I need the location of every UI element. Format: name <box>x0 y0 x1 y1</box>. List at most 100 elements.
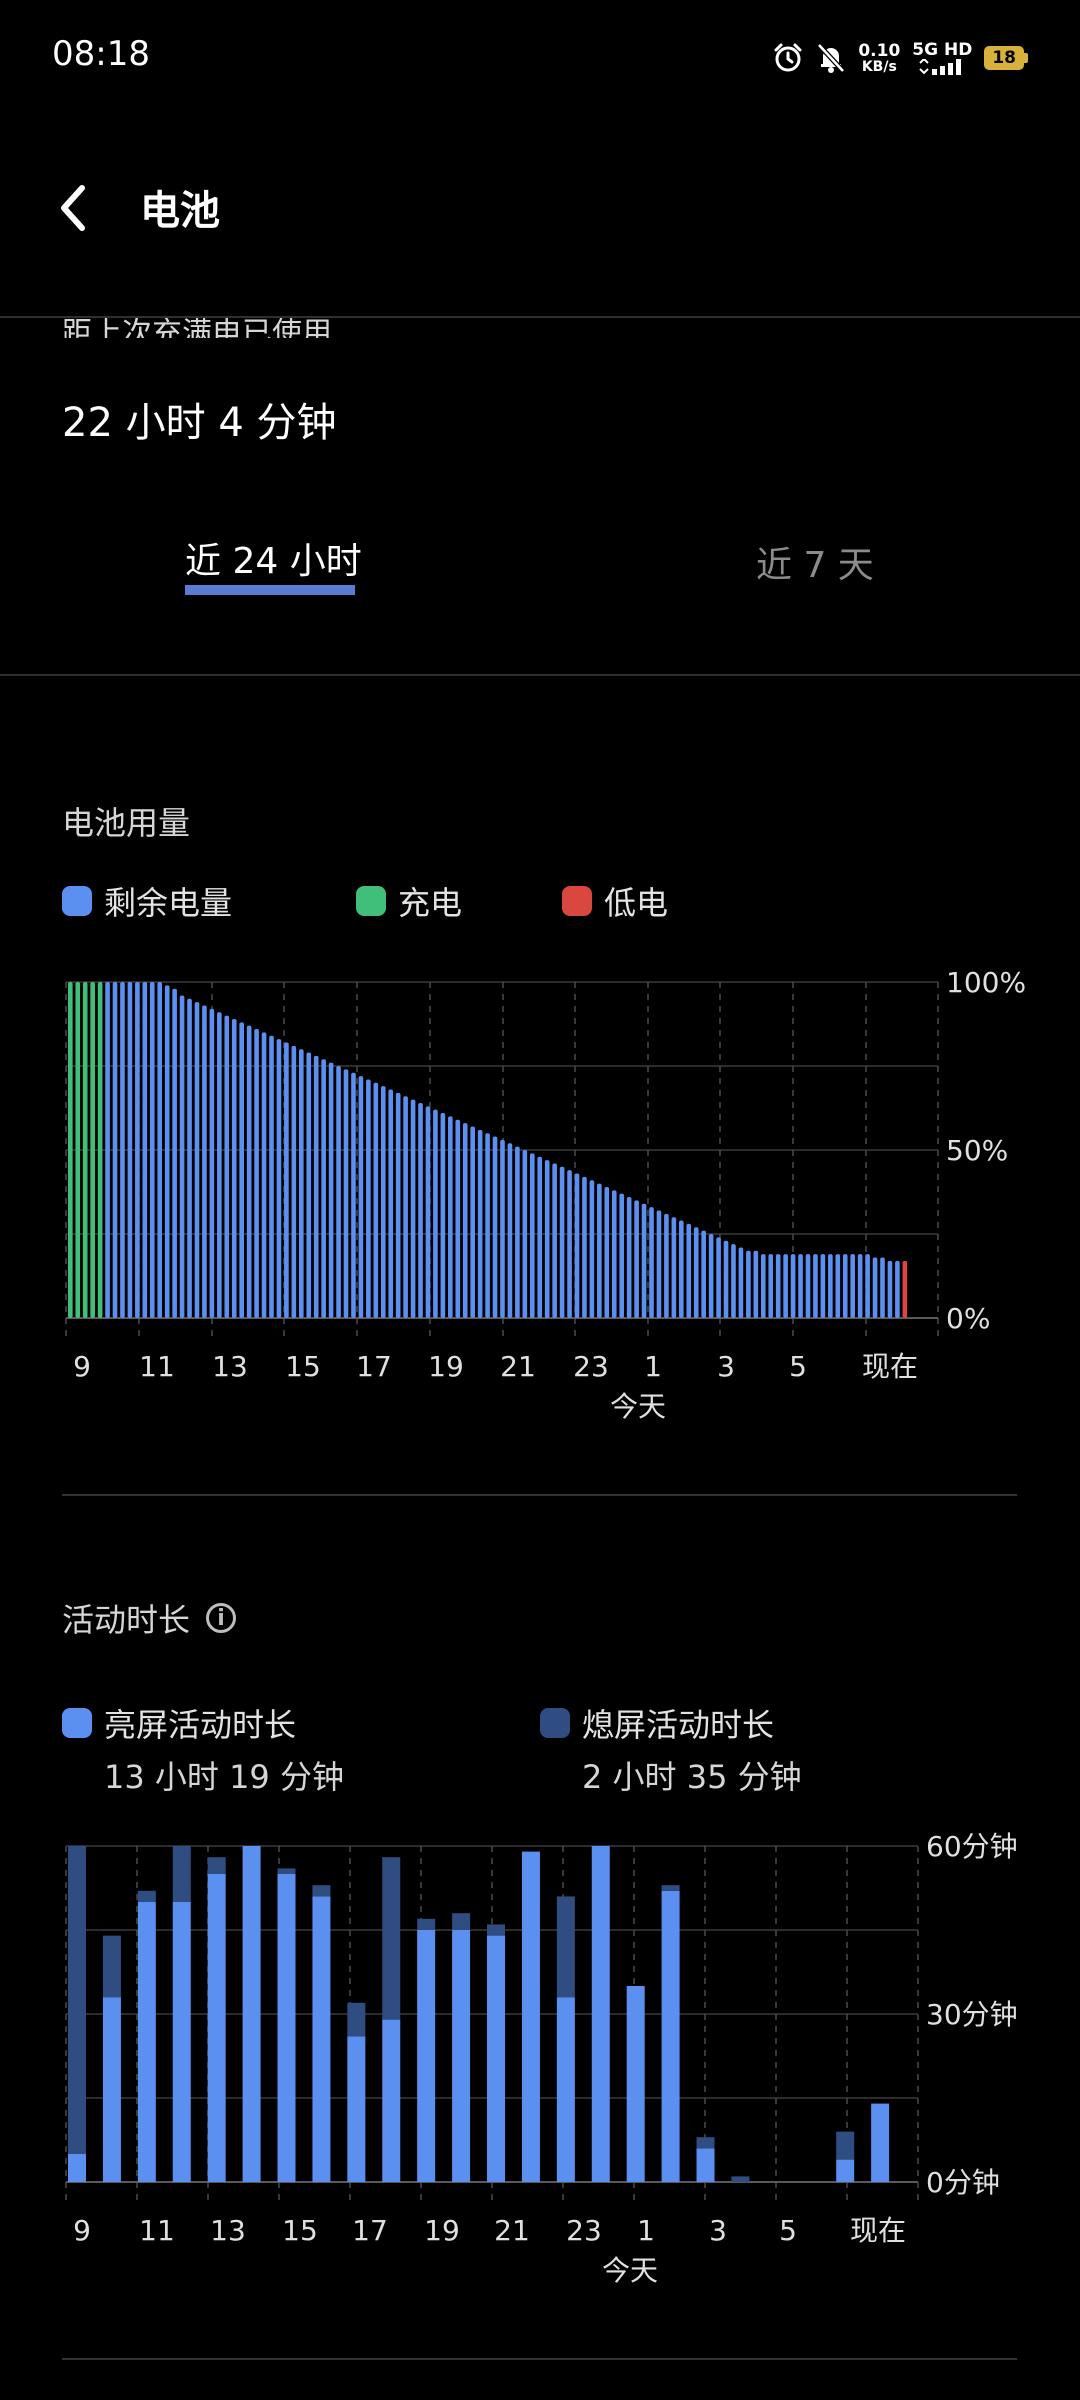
screen-off-duration: 2 小时 35 分钟 <box>582 1758 802 1796</box>
battery-bar-remaining <box>693 1227 699 1318</box>
x-tick-label: 9 <box>73 2214 91 2247</box>
legend-swatch-remaining <box>62 886 92 916</box>
battery-bar-remaining <box>291 1045 297 1318</box>
activity-bar-screen-off <box>68 1846 86 2154</box>
tab-7-days[interactable]: 近 7 天 <box>756 545 874 586</box>
battery-bar-remaining <box>239 1022 245 1318</box>
legend-swatch-screen-off <box>540 1708 570 1738</box>
activity-bar-screen-on <box>242 1846 261 2182</box>
tab-24-hours[interactable]: 近 24 小时 <box>185 541 362 582</box>
battery-bar-remaining <box>149 982 155 1318</box>
battery-bar-remaining <box>552 1163 557 1318</box>
battery-bar-remaining <box>172 988 177 1318</box>
activity-bar-screen-on <box>626 1986 645 2182</box>
x-tick-label: 5 <box>789 1350 807 1383</box>
battery-bar-remaining <box>656 1210 662 1318</box>
x-tick-label: 23 <box>566 2214 602 2247</box>
battery-bar-remaining <box>246 1025 252 1318</box>
legend-charging: 充电 <box>356 878 462 924</box>
battery-bar-remaining <box>395 1092 401 1318</box>
battery-bar-remaining <box>231 1018 237 1318</box>
battery-bar-remaining <box>865 1254 870 1318</box>
battery-bar-remaining <box>298 1049 304 1318</box>
legend-screen-off: 熄屏活动时长 2 小时 35 分钟 <box>540 1700 802 1798</box>
activity-bar-screen-off <box>417 1918 436 1930</box>
battery-bar-remaining <box>403 1096 408 1318</box>
activity-bar-screen-on <box>417 1930 436 2182</box>
battery-bar-remaining <box>641 1203 647 1318</box>
battery-bar-remaining <box>708 1234 714 1318</box>
battery-bar-remaining <box>157 982 163 1318</box>
battery-bar-remaining <box>194 1002 200 1318</box>
legend-label-low: 低电 <box>604 884 669 922</box>
battery-bar-remaining <box>306 1052 312 1318</box>
battery-bar-charging <box>75 982 81 1318</box>
y-tick-label: 50% <box>946 1134 1008 1167</box>
battery-bar-remaining <box>276 1039 282 1318</box>
activity-bar-screen-off <box>382 1857 401 2020</box>
battery-bar-remaining <box>120 982 125 1318</box>
x-tick-label: 3 <box>717 1350 735 1383</box>
x-tick-label: 现在 <box>850 2214 906 2247</box>
x-tick-label: 19 <box>424 2214 460 2247</box>
x-tick-label: 9 <box>73 1350 91 1383</box>
activity-duration-title-row: 活动时长 i <box>62 1595 237 1641</box>
battery-bar-remaining <box>343 1069 349 1318</box>
back-button[interactable] <box>52 176 102 240</box>
battery-bar-charging <box>68 982 73 1318</box>
x-tick-label: 5 <box>779 2214 797 2247</box>
battery-bar-remaining <box>798 1254 803 1318</box>
battery-bar-remaining <box>746 1250 751 1318</box>
activity-bar-screen-off <box>137 1890 156 1902</box>
battery-bar-remaining <box>321 1059 326 1318</box>
battery-bar-remaining <box>112 982 118 1318</box>
activity-bar-screen-off <box>487 1924 506 1936</box>
battery-bar-remaining <box>425 1106 431 1318</box>
activity-bar-screen-on <box>521 1851 540 2182</box>
battery-bar-remaining <box>522 1150 528 1318</box>
x-tick-label: 3 <box>709 2214 727 2247</box>
legend-swatch-screen-on <box>62 1708 92 1738</box>
battery-bar-charging <box>97 982 103 1318</box>
activity-bar-screen-off <box>102 1935 121 1998</box>
battery-level: 18 <box>984 46 1024 70</box>
chevron-left-icon <box>61 185 85 231</box>
battery-bar-remaining <box>626 1197 632 1318</box>
battery-bar-remaining <box>887 1260 893 1318</box>
battery-bar-remaining <box>857 1254 863 1318</box>
battery-bar-remaining <box>217 1012 222 1318</box>
battery-bar-remaining <box>127 982 133 1318</box>
y-tick-label: 0分钟 <box>926 2166 1000 2199</box>
cellular-signal: 5G HD <box>912 41 972 75</box>
activity-bar-screen-off <box>452 1913 471 1930</box>
info-icon[interactable]: i <box>206 1603 237 1633</box>
battery-bar-remaining <box>269 1035 274 1318</box>
battery-bar-remaining <box>790 1254 796 1318</box>
battery-bar-remaining <box>604 1186 610 1318</box>
x-tick-label: 23 <box>573 1350 609 1383</box>
legend-label-screen-on: 亮屏活动时长 <box>104 1706 297 1744</box>
x-axis-sublabel: 今天 <box>602 2254 658 2287</box>
battery-bar-remaining <box>559 1166 565 1318</box>
x-tick-label: 17 <box>352 2214 388 2247</box>
alarm-icon <box>774 43 802 72</box>
x-tick-label: 19 <box>428 1350 464 1383</box>
battery-bar-remaining <box>351 1072 356 1318</box>
activity-bar-screen-on <box>661 1890 680 2182</box>
x-tick-label: 1 <box>637 2214 655 2247</box>
net-speed: 0.10 KB/s <box>858 40 901 74</box>
battery-bar-remaining <box>366 1079 371 1318</box>
battery-bar-remaining <box>686 1223 692 1318</box>
activity-bar-screen-on <box>556 1997 575 2182</box>
x-tick-label: 21 <box>500 1350 536 1383</box>
battery-bar-remaining <box>470 1126 475 1318</box>
usage-value: 22 小时 4 分钟 <box>62 400 337 446</box>
net-speed-value: 0.10 <box>858 40 901 61</box>
activity-bar-screen-off <box>661 1885 680 1891</box>
battery-bar-remaining <box>209 1008 215 1318</box>
battery-bar-remaining <box>373 1082 379 1318</box>
activity-bar-screen-on <box>102 1997 121 2182</box>
x-tick-label: 17 <box>356 1350 392 1383</box>
